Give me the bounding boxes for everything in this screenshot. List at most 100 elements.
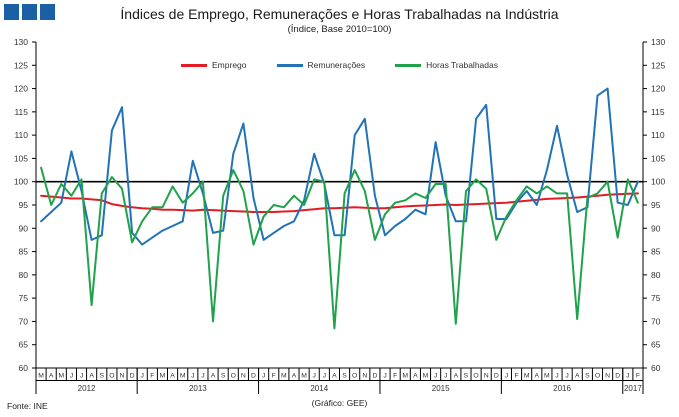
month-label: J [505,373,508,380]
legend-label: Remunerações [307,60,366,70]
y-axis-label-right: 125 [651,60,665,70]
month-label: S [585,373,590,380]
y-axis-label-left: 90 [19,223,29,233]
month-label: A [413,373,418,380]
month-label: M [524,373,530,380]
legend-swatch [181,63,208,67]
logo [4,4,55,20]
month-label: D [494,373,499,380]
y-axis-label-right: 85 [651,247,661,257]
month-label: A [49,373,54,380]
month-label: D [130,373,135,380]
year-label: 2014 [310,384,328,393]
credit-note: (Gráfico: GEE) [311,398,368,408]
chart-title: Índices de Emprego, Remunerações e Horas… [120,6,559,22]
month-label: O [109,373,114,380]
month-label: A [170,373,175,380]
month-label: J [70,373,73,380]
y-axis-label-right: 100 [651,177,665,187]
y-axis-label-left: 85 [19,247,29,257]
month-label: D [372,373,377,380]
month-label: J [626,373,629,380]
year-label: 2015 [432,384,450,393]
y-axis-label-right: 110 [651,130,665,140]
y-axis-label-right: 120 [651,84,665,94]
month-label: M [544,373,550,380]
month-label: O [473,373,478,380]
chart-subtitle: (Índice, Base 2010=100) [287,24,392,35]
y-axis-label-left: 65 [19,340,29,350]
month-label: N [484,373,489,380]
legend-swatch [395,63,422,67]
logo-square [4,4,19,20]
month-label: S [99,373,104,380]
y-axis-label-right: 70 [651,316,661,326]
y-axis-label-left: 100 [14,177,28,187]
month-label: A [211,373,216,380]
year-label: 2017 [624,384,642,393]
month-label: J [80,373,83,380]
month-label: M [301,373,307,380]
y-axis-label-left: 75 [19,293,29,303]
y-axis-label-left: 125 [14,60,28,70]
month-label: A [292,373,297,380]
y-axis-label-left: 130 [14,37,28,47]
y-axis-label-right: 105 [651,153,665,163]
month-label: M [281,373,287,380]
month-label: F [272,373,276,380]
month-label: O [231,373,236,380]
y-axis-label-left: 105 [14,153,28,163]
year-label: 2016 [553,384,571,393]
source-note: Fonte: INE [7,401,48,411]
month-label: F [636,373,640,380]
y-axis-label-left: 80 [19,270,29,280]
month-label: J [141,373,144,380]
series-line-horas-trabalhadas [40,166,639,330]
month-label: A [575,373,580,380]
month-label: O [352,373,357,380]
legend-swatch [276,63,303,67]
y-axis-label-left: 70 [19,316,29,326]
month-label: M [423,373,429,380]
month-label: D [251,373,256,380]
chart-legend: Emprego Remunerações Horas Trabalhadas [0,60,679,70]
month-label: M [402,373,408,380]
y-axis-label-right: 115 [651,107,665,117]
month-label: M [160,373,166,380]
month-label: A [454,373,459,380]
y-axis-label-left: 60 [19,363,29,373]
logo-square [22,4,37,20]
month-label: J [383,373,386,380]
y-axis-label-left: 120 [14,84,28,94]
y-axis-label-right: 75 [651,293,661,303]
legend-item-emprego: Emprego [181,60,247,70]
month-label: D [615,373,620,380]
month-label: M [38,373,44,380]
month-label: N [241,373,246,380]
year-label: 2013 [189,384,207,393]
month-label: F [514,373,518,380]
month-label: J [444,373,447,380]
y-axis-label-right: 95 [651,200,661,210]
month-label: M [58,373,64,380]
month-label: J [555,373,558,380]
legend-item-horas-trabalhadas: Horas Trabalhadas [395,60,498,70]
y-axis-label-right: 60 [651,363,661,373]
month-label: F [150,373,154,380]
month-label: J [323,373,326,380]
month-label: S [342,373,347,380]
month-label: M [180,373,186,380]
month-label: N [605,373,610,380]
legend-item-remunerações: Remunerações [276,60,366,70]
y-axis-label-left: 95 [19,200,29,210]
legend-label: Emprego [212,60,247,70]
month-label: S [221,373,226,380]
month-label: J [262,373,265,380]
year-label: 2012 [78,384,96,393]
month-label: O [595,373,600,380]
series-line-remunerações [40,87,639,246]
y-axis-label-right: 130 [651,37,665,47]
month-label: F [393,373,397,380]
month-label: J [565,373,568,380]
